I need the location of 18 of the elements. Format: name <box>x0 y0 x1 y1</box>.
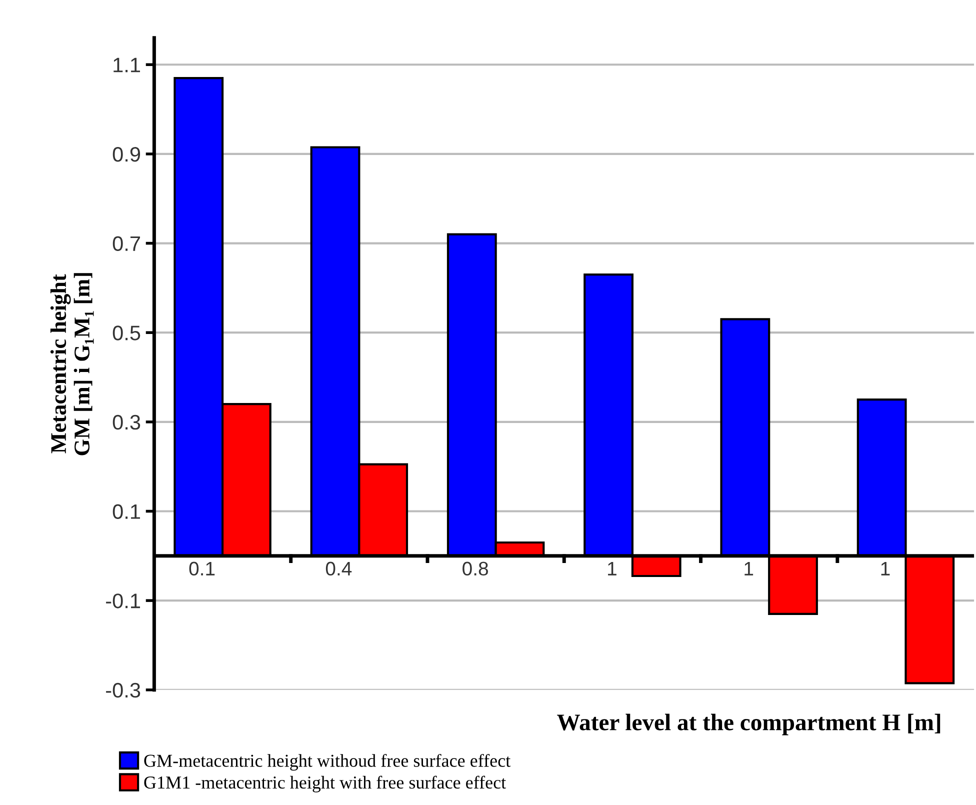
x-tick-label: 1 <box>608 562 616 576</box>
x-tick-label: 1 <box>744 562 754 576</box>
x-tick-label: 1 <box>881 562 890 576</box>
x-tick-label: 0.8 <box>462 562 488 576</box>
x-tick-label: 0.4 <box>326 562 352 576</box>
y-tick-label: 1.1 <box>114 58 140 72</box>
y-tick-label: -0.1 <box>106 594 140 608</box>
y-tick-label: 0.3 <box>112 414 140 430</box>
y-tick-label: 0.5 <box>112 326 140 340</box>
x-tick-label: 0.1 <box>189 562 215 576</box>
y-tick-label: 0.7 <box>112 236 140 252</box>
legend-label: GM-metacentric height withoud free surface effect <box>144 754 510 771</box>
legend-label: G1M1 -metacentric height with free surface effect <box>144 776 506 792</box>
y-tick-label: 0.1 <box>112 504 140 519</box>
x-axis-title: Water level at the compartment H [m] <box>557 714 940 736</box>
y-axis-title: Metacentric height GM [m] i G₁M₁ [m] <box>50 273 94 456</box>
y-tick-label: 0.9 <box>112 146 140 162</box>
y-tick-label: -0.3 <box>106 682 140 698</box>
